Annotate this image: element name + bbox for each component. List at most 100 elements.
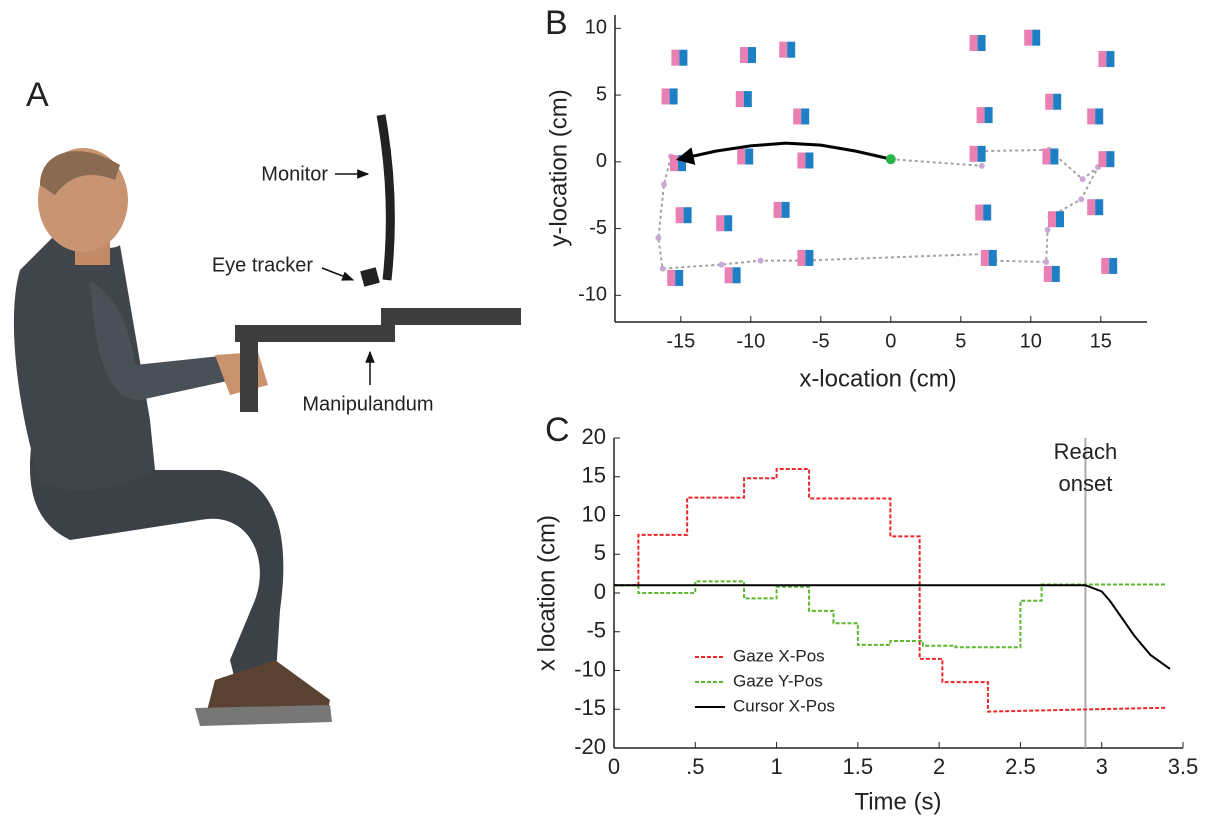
target-half — [669, 88, 678, 105]
target-half — [1043, 265, 1052, 282]
y-tick-label: 0 — [596, 150, 607, 172]
target-half — [1098, 151, 1107, 168]
target-half — [969, 35, 978, 52]
y-tick-label: 10 — [582, 501, 606, 526]
series-line — [614, 584, 1171, 670]
target-half — [980, 249, 989, 266]
target — [1098, 51, 1115, 68]
target-half — [661, 88, 670, 105]
target — [773, 201, 790, 218]
gaze-point — [757, 257, 764, 264]
x-tick-label: 2.5 — [1005, 754, 1036, 779]
target-half — [683, 207, 692, 224]
target — [1024, 29, 1041, 46]
y-axis-label: y-location (cm) — [545, 89, 572, 246]
target-half — [671, 49, 680, 66]
target-half — [1042, 148, 1051, 165]
target-half — [743, 91, 752, 108]
target — [667, 269, 684, 286]
target-half — [1045, 93, 1054, 110]
target — [1098, 151, 1115, 168]
x-tick-label: 0 — [608, 754, 620, 779]
y-tick-label: -10 — [578, 284, 607, 306]
target-half — [1106, 151, 1115, 168]
target — [975, 204, 992, 221]
target — [969, 35, 986, 52]
y-tick-label: 10 — [585, 17, 607, 39]
x-tick-label: 3.5 — [1168, 754, 1199, 779]
series-line — [614, 468, 1167, 713]
panel-letter: A — [26, 76, 49, 114]
target-half — [732, 267, 741, 284]
target — [1045, 93, 1062, 110]
target-half — [1053, 93, 1062, 110]
y-tick-label: 15 — [582, 463, 606, 488]
gaze-path — [657, 148, 1099, 270]
target — [671, 49, 688, 66]
x-tick-label: 15 — [1090, 330, 1112, 352]
x-axis-label: x-location (cm) — [799, 365, 956, 392]
target-half — [716, 215, 725, 232]
pointer-arrow — [321, 267, 355, 281]
target — [980, 249, 997, 266]
y-axis-label: x location (cm) — [533, 515, 560, 671]
cursor-path — [675, 141, 892, 165]
target-half — [977, 145, 986, 162]
target — [1087, 199, 1104, 216]
person-illustration — [13, 148, 332, 726]
gaze-point — [1078, 196, 1085, 203]
x-tick-label: 1.5 — [843, 754, 874, 779]
target-half — [773, 201, 782, 218]
x-tick-label: -5 — [812, 330, 830, 352]
manipulandum-shape — [235, 325, 395, 342]
gaze-point — [661, 181, 667, 188]
target-half — [735, 91, 744, 108]
x-tick-label: 10 — [1020, 330, 1042, 352]
x-tick-label: .5 — [686, 754, 704, 779]
target-half — [724, 215, 733, 232]
target-half — [724, 267, 733, 284]
x-tick-label: 5 — [955, 330, 966, 352]
target-half — [1050, 148, 1059, 165]
cursor-start — [885, 154, 896, 165]
gaze-point — [1043, 258, 1050, 265]
target-half — [988, 249, 997, 266]
label: Eye tracker — [212, 254, 313, 276]
target-half — [787, 41, 796, 58]
target-half — [740, 47, 748, 64]
annotation: Reach — [1054, 439, 1118, 464]
target — [1043, 265, 1060, 282]
target-half — [797, 152, 806, 169]
series-line — [614, 580, 1167, 649]
panel-letter: C — [545, 411, 570, 449]
target-half — [983, 204, 992, 221]
target-half — [667, 269, 676, 286]
target-half — [1098, 51, 1107, 68]
y-tick-label: -5 — [586, 618, 606, 643]
target — [675, 207, 692, 224]
target — [661, 88, 678, 105]
target — [797, 152, 814, 169]
target-half — [1087, 199, 1096, 216]
x-tick-label: 3 — [1096, 754, 1108, 779]
y-tick-label: -20 — [574, 734, 606, 759]
gaze-point — [978, 162, 985, 169]
y-tick-label: 20 — [582, 424, 606, 449]
x-tick-label: 0 — [885, 330, 896, 352]
target-half — [1051, 265, 1060, 282]
target — [793, 108, 810, 125]
target-half — [805, 152, 814, 169]
x-tick-label: 1 — [770, 754, 782, 779]
target — [797, 249, 814, 266]
target-half — [675, 207, 684, 224]
target-half — [976, 107, 985, 124]
target — [1042, 148, 1059, 165]
legend-label: Gaze Y-Pos — [733, 671, 823, 690]
target — [740, 47, 756, 64]
eye-tracker-shape — [360, 267, 380, 287]
x-tick-label: -15 — [666, 330, 695, 352]
gaze-point — [655, 234, 662, 241]
target-half — [984, 107, 993, 124]
